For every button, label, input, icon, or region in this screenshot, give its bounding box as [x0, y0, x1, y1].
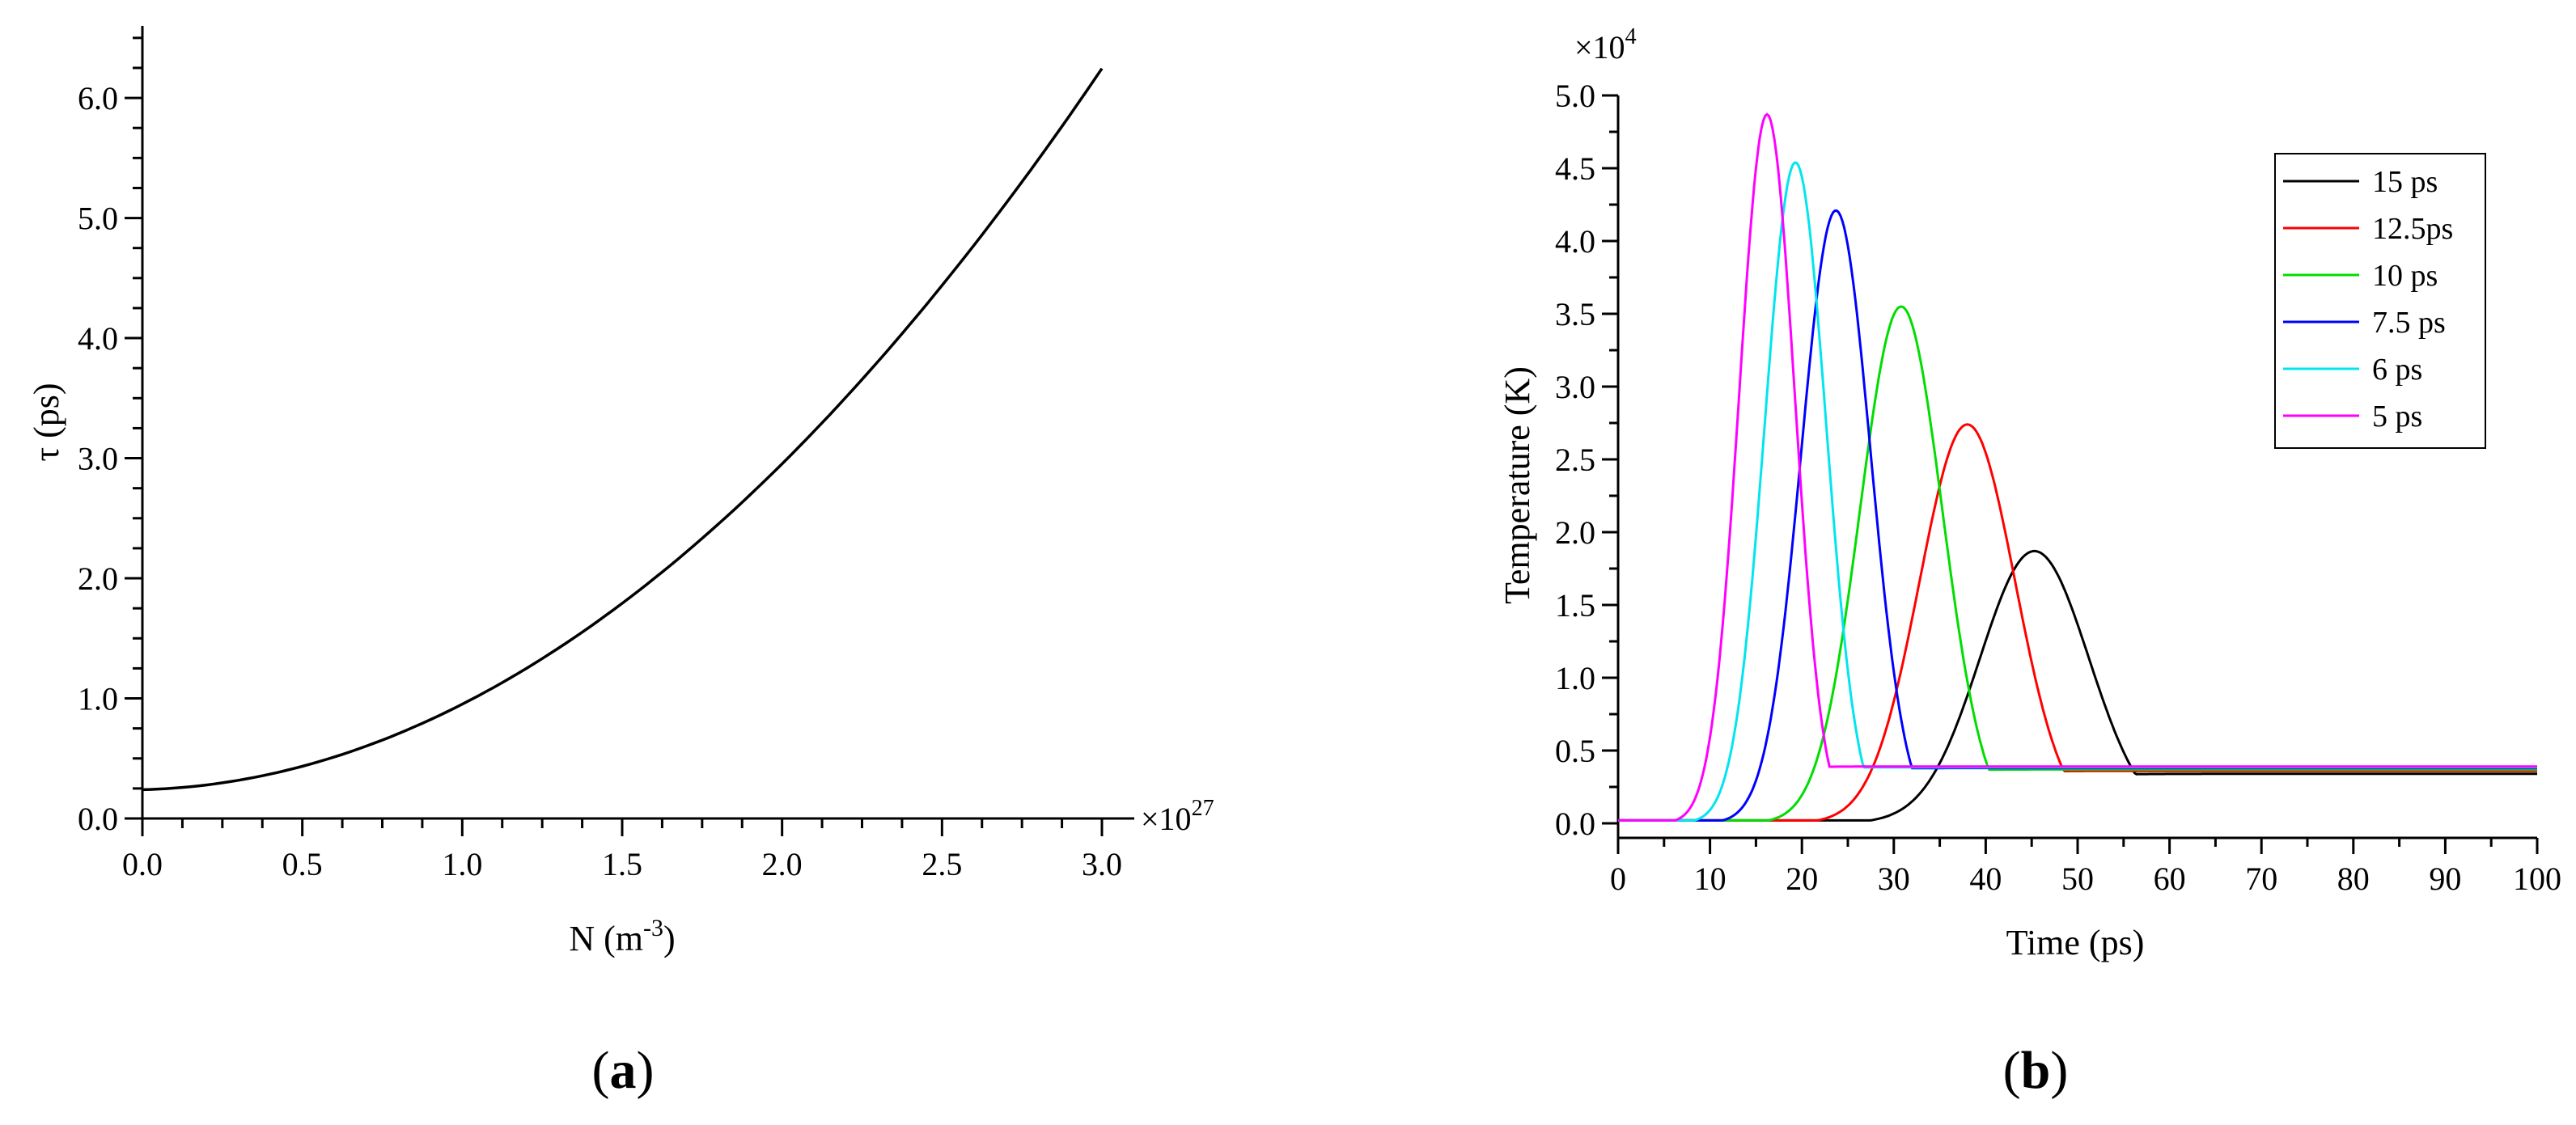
panel-a-y-tick-label: 0.0	[78, 801, 118, 837]
panel-b-x-tick-label: 40	[1969, 861, 2002, 897]
panel-b-x-tick-label: 70	[2245, 861, 2277, 897]
panel-b-legend-label: 7.5 ps	[2372, 306, 2446, 340]
panel-a-x-tick-label: 0.5	[282, 846, 323, 882]
panel-a-y-tick-label: 2.0	[78, 560, 118, 597]
panel-b-x-tick-label: 50	[2061, 861, 2094, 897]
panel-a-x-tick-label: 1.5	[602, 846, 642, 882]
panel-b-x-axis-label: Time (ps)	[2006, 923, 2145, 962]
panel-b-label: (b)	[2003, 1041, 2069, 1100]
panel-a-x-multiplier: ×1027	[1141, 796, 1214, 837]
panel-b-series-line	[1618, 305, 2537, 822]
panel-a-x-tick-label: 0.0	[122, 846, 163, 882]
panel-b-x-tick-label: 0	[1610, 861, 1626, 897]
panel-a-y-tick-label: 1.0	[78, 681, 118, 717]
panel-b-legend-label: 5 ps	[2372, 400, 2422, 434]
panel-a-x-tick-label: 2.5	[922, 846, 962, 882]
panel-b-y-tick-label: 5.0	[1555, 78, 1595, 114]
panel-b-legend-box	[2274, 153, 2486, 449]
panel-b-y-tick-label: 0.0	[1555, 806, 1595, 842]
panel-a-x-tick-label: 2.0	[762, 846, 803, 882]
panel-b-y-tick-label: 1.5	[1555, 587, 1595, 624]
panel-a-x-axis-label: N (m-3)	[569, 915, 675, 958]
panel-a-axes	[125, 26, 1134, 836]
panel-b-legend-label: 10 ps	[2372, 259, 2438, 293]
panel-a-x-tick-label: 3.0	[1082, 846, 1122, 882]
panel-b-axes	[1602, 94, 2539, 854]
panel-b-legend: 15 ps 12.5ps 10 ps 7.5 ps 6 ps 5 ps	[2274, 153, 2486, 449]
panel-a-y-tick-label: 3.0	[78, 441, 118, 477]
panel-b-series-line	[1618, 112, 2537, 822]
panel-a-y-tick-label: 5.0	[78, 201, 118, 237]
panel-a-y-tick-label: 6.0	[78, 80, 118, 116]
panel-b-x-tick-label: 90	[2429, 861, 2461, 897]
panel-b-x-tick-label: 80	[2337, 861, 2370, 897]
panel-b-y-tick-label: 1.0	[1555, 660, 1595, 696]
panel-b-y-tick-label: 4.5	[1555, 150, 1595, 187]
panel-b-y-tick-label: 3.5	[1555, 296, 1595, 332]
panel-a-y-axis-label: τ (ps)	[27, 383, 66, 461]
panel-b-x-tick-label: 30	[1878, 861, 1910, 897]
panel-b-legend-label: 6 ps	[2372, 353, 2422, 387]
panel-b-x-tick-label: 10	[1694, 861, 1727, 897]
panel-a-x-tick-label: 1.0	[442, 846, 482, 882]
panel-a-y-tick-label: 4.0	[78, 320, 118, 357]
panel-b-x-tick-label: 20	[1786, 861, 1818, 897]
panel-b-x-tick-label: 100	[2513, 861, 2561, 897]
panel-a-series-line	[142, 67, 1104, 792]
panel-b-y-axis-label: Temperature (K)	[1498, 366, 1537, 604]
panel-b-y-tick-label: 0.5	[1555, 733, 1595, 769]
panel-b-x-tick-label: 60	[2154, 861, 2186, 897]
panel-b-legend-label: 12.5ps	[2372, 212, 2453, 246]
panel-b-y-tick-label: 2.0	[1555, 514, 1595, 551]
panel-b-y-tick-label: 2.5	[1555, 442, 1595, 478]
panel-a-label: (a)	[592, 1041, 655, 1100]
panel-b-y-tick-label: 3.0	[1555, 369, 1595, 405]
panel-b-y-multiplier: ×104	[1574, 24, 1637, 66]
panel-b-legend-label: 15 ps	[2372, 165, 2438, 199]
panel-b-y-tick-label: 4.0	[1555, 223, 1595, 260]
